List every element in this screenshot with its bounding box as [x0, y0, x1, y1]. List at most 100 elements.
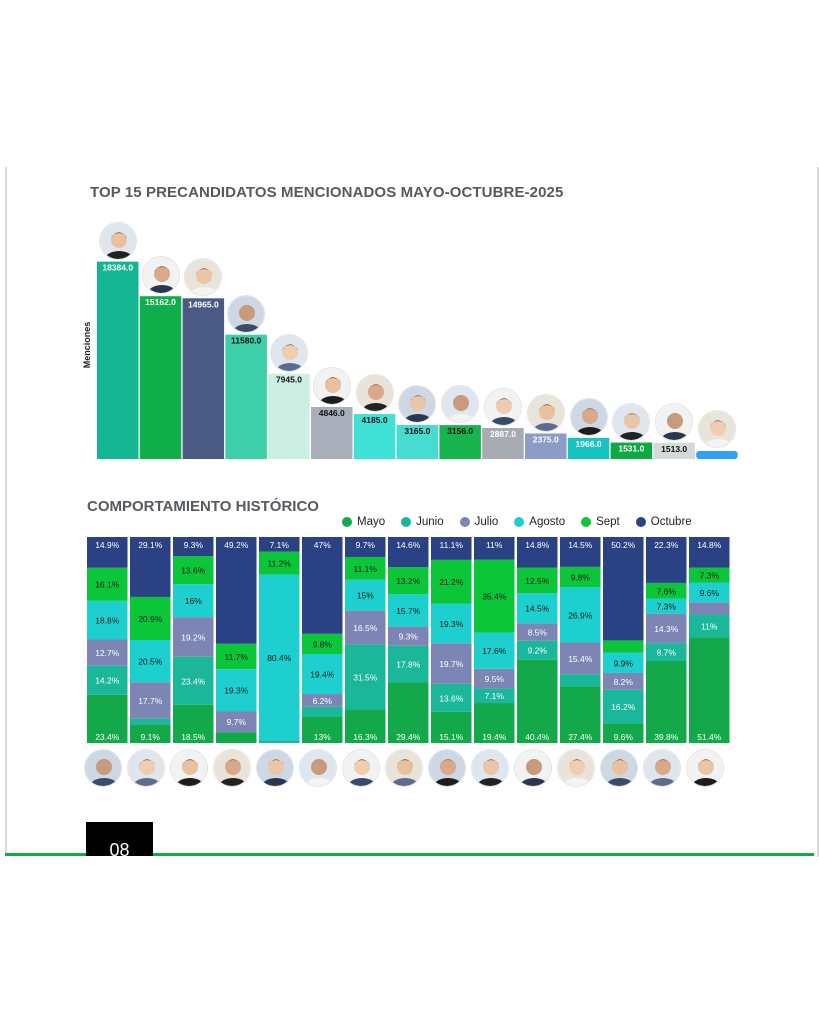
history-segment-junio — [560, 674, 601, 687]
history-segment-label: 9.1% — [141, 732, 161, 742]
history-segment-label: 13.6% — [439, 693, 464, 703]
history-segment-label: 9.8% — [313, 639, 333, 649]
legend-item-junio: Junio — [401, 516, 444, 528]
history-segment-label: 19.4% — [310, 669, 335, 679]
history-segment-agosto — [173, 584, 214, 618]
history-segment-octubre — [173, 537, 214, 557]
candidate-photo-icon — [342, 749, 381, 787]
history-segment-label: 7.1% — [270, 540, 290, 550]
mention-bar — [182, 298, 225, 459]
history-segment-label: 22.3% — [654, 540, 679, 550]
history-segment-label: 14.5% — [568, 540, 593, 550]
candidate-photo-icon — [141, 256, 180, 295]
page-number-badge: 08 — [86, 822, 153, 856]
history-segment-sept — [474, 559, 515, 633]
history-segment-junio — [689, 614, 730, 638]
mention-bar-value-label: 4185.0 — [362, 415, 388, 425]
history-segment-label: 9.2% — [528, 646, 548, 656]
history-segment-junio — [130, 718, 171, 725]
history-segment-julio — [345, 610, 386, 645]
history-segment-julio — [302, 693, 343, 707]
history-segment-label: 9.8% — [571, 572, 591, 582]
history-segment-label: 14.3% — [654, 624, 679, 634]
history-segment-junio — [646, 643, 687, 662]
history-segment-agosto — [216, 669, 257, 712]
history-segment-junio — [603, 689, 644, 724]
candidate-photo-icon — [686, 749, 725, 787]
history-segment-mayo — [560, 686, 601, 743]
history-segment-label: 11.1% — [440, 540, 464, 550]
legend-item-mayo: Mayo — [342, 516, 385, 528]
candidate-photo-icon — [127, 749, 166, 787]
history-segment-julio — [474, 668, 515, 689]
history-segment-label: 8.2% — [614, 677, 634, 687]
history-segment-junio — [259, 740, 300, 743]
history-segment-label: 18.5% — [181, 732, 206, 742]
history-segment-label: 40.4% — [525, 732, 550, 742]
history-segment-julio — [388, 626, 429, 646]
history-segment-mayo — [87, 694, 128, 743]
history-segment-label: 11.1% — [354, 564, 378, 574]
history-segment-label: 9.9% — [614, 658, 634, 668]
history-segment-label: 17.6% — [482, 646, 507, 656]
mention-bar-value-label: 15162.0 — [145, 297, 176, 307]
legend-item-octubre: Octubre — [635, 516, 692, 528]
history-segment-octubre — [216, 537, 257, 644]
candidate-photo-icon — [269, 333, 308, 372]
history-segment-label: 11.2% — [268, 559, 292, 569]
candidate-photo-icon — [557, 749, 596, 787]
chart-title: TOP 15 PRECANDIDATOS MENCIONADOS MAYO-OC… — [90, 184, 564, 201]
mention-bar-value-label: 3165.0 — [404, 426, 430, 436]
history-segment-sept — [603, 640, 644, 653]
history-segment-label: 15% — [357, 591, 374, 601]
candidate-photo-icon — [385, 749, 424, 787]
history-segment-octubre — [87, 537, 128, 568]
legend-item-julio: Julio — [459, 516, 499, 528]
history-segment-octubre — [431, 537, 472, 560]
history-segment-agosto — [560, 587, 601, 643]
history-segment-label: 20.9% — [138, 614, 163, 624]
history-segment-sept — [216, 643, 257, 670]
history-segment-sept — [259, 551, 300, 575]
history-segment-sept — [173, 556, 214, 585]
candidate-photo-icon — [514, 749, 553, 787]
legend-label-julio: Julio — [474, 516, 499, 528]
history-segment-julio — [646, 613, 687, 644]
history-segment-label: 7.3% — [657, 602, 677, 612]
history-segment-label: 16.3% — [353, 732, 378, 742]
history-segment-label: 14.8% — [697, 540, 722, 550]
legend-dot-agosto — [514, 517, 525, 527]
history-segment-label: 7.3% — [700, 571, 720, 581]
candidate-photo-icon — [526, 393, 565, 432]
history-segment-label: 47% — [314, 540, 331, 550]
candidate-photo-icon — [84, 749, 123, 787]
history-segment-label: 15.1% — [439, 732, 464, 742]
history-segment-label: 12.5% — [525, 576, 550, 586]
history-segment-mayo — [431, 711, 472, 743]
history-segment-octubre — [388, 537, 429, 568]
legend-dot-octubre — [635, 517, 646, 527]
history-segment-sept — [560, 566, 601, 588]
history-segment-mayo — [216, 732, 257, 743]
history-segment-sept — [431, 559, 472, 604]
candidate-photo-icon — [600, 749, 639, 787]
candidate-photo-icon — [170, 749, 209, 787]
page-frame — [5, 167, 819, 857]
history-segment-julio — [87, 639, 128, 666]
history-segment-sept — [302, 633, 343, 655]
history-segment-sept — [646, 582, 687, 599]
history-segment-label: 80.4% — [267, 653, 292, 663]
history-segment-label: 12.7% — [95, 648, 120, 658]
candidate-photo-icon — [398, 385, 437, 424]
mention-bar — [311, 406, 353, 459]
history-segment-sept — [87, 567, 128, 601]
history-segment-label: 31.5% — [353, 673, 378, 683]
history-segment-label: 7.1% — [485, 691, 505, 701]
history-segment-label: 29.4% — [396, 732, 421, 742]
mention-bar-value-label: 2887.0 — [490, 429, 516, 439]
history-segment-mayo — [345, 709, 386, 743]
history-segment-julio — [173, 617, 214, 657]
candidate-photo-icon — [98, 221, 137, 260]
history-segment-label: 20.5% — [138, 657, 163, 667]
history-segment-label: 14.2% — [95, 676, 120, 686]
